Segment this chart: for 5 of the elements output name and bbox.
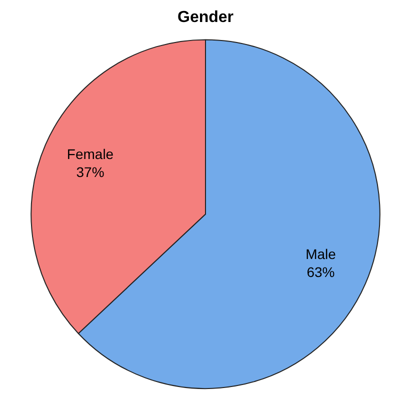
data-label: 37% [76, 164, 104, 180]
slice-label: Female [66, 146, 114, 162]
data-label: 63% [306, 264, 335, 280]
chart-title: Gender [177, 9, 234, 26]
slice-label: Male [306, 246, 336, 262]
